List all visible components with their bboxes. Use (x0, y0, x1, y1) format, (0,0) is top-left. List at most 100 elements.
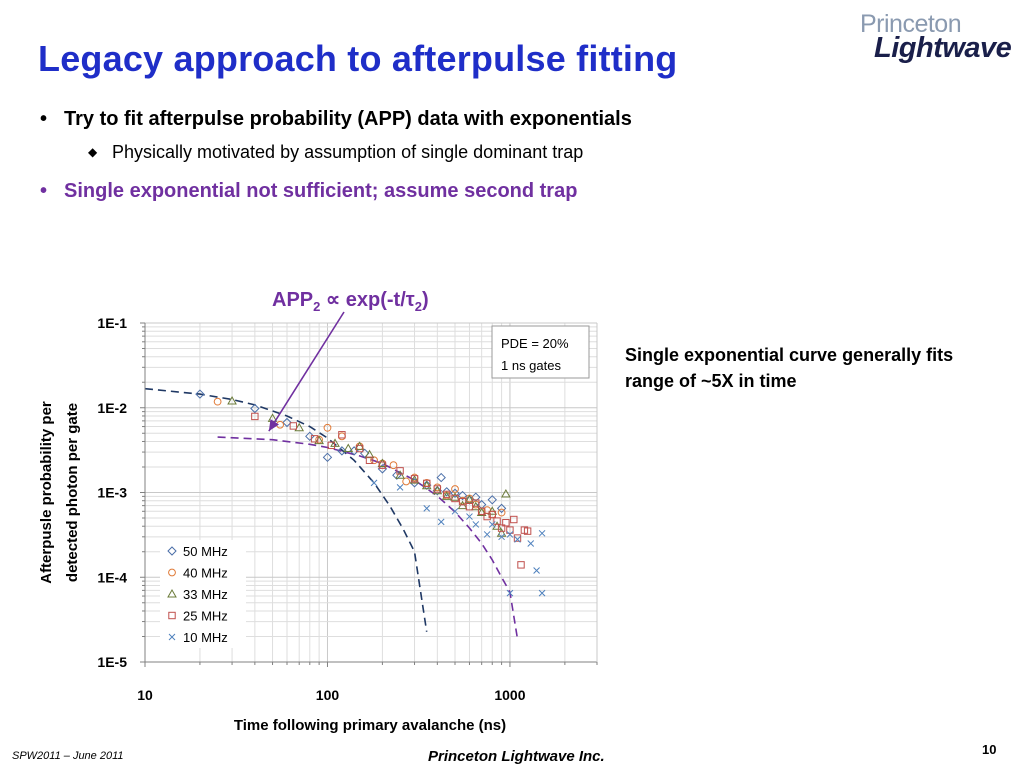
data-point-10-mhz (498, 533, 505, 541)
legend-marker-50-mhz (167, 546, 177, 556)
data-point-25-mhz (251, 412, 259, 421)
annotation-tau-sub: 2 (415, 299, 422, 314)
data-point-10-mhz (506, 589, 514, 597)
bullet-dot-icon: • (40, 180, 48, 202)
legend-label: 25 MHz (183, 609, 228, 624)
info-box: PDE = 20% 1 ns gates (491, 325, 590, 379)
page-number: 10 (982, 742, 997, 757)
data-point-33-mhz (441, 491, 452, 500)
data-point-25-mhz (510, 515, 518, 524)
data-point-25-mhz (493, 517, 501, 525)
data-point-10-mhz (514, 535, 521, 543)
legend-marker-10-mhz (168, 633, 176, 641)
data-point-33-mhz (354, 441, 365, 450)
data-point-10-mhz (370, 479, 378, 487)
data-point-10-mhz (451, 507, 459, 515)
y-tick-label: 1E-4 (97, 569, 127, 585)
footer-company: Princeton Lightwave Inc. (428, 748, 605, 765)
data-point-25-mhz (365, 456, 374, 464)
annotation-arrow-head (268, 419, 279, 432)
data-point-10-mhz (483, 531, 491, 538)
bullet-2-text: Single exponential not sufficient; assum… (64, 180, 578, 202)
data-point-33-mhz (501, 488, 511, 498)
data-point-25-mhz (433, 485, 442, 493)
data-point-33-mhz (227, 396, 237, 405)
data-point-33-mhz (450, 492, 460, 501)
chart-annotation: APP2 ∝ exp(-t/τ2) (268, 289, 429, 432)
slide-title: Legacy approach to afterpulse fitting (38, 38, 678, 79)
data-point-25-mhz (477, 507, 486, 516)
y-tick-label: 1E-1 (97, 315, 127, 331)
info-box-frame (491, 325, 590, 379)
annotation-close: ) (422, 289, 429, 311)
x-axis-label: Time following primary avalanche (ns) (234, 717, 506, 734)
data-point-25-mhz (488, 510, 496, 519)
legend-label: 33 MHz (183, 587, 228, 602)
data-point-25-mhz (289, 422, 298, 430)
bullet-dot-icon: • (40, 108, 48, 130)
annotation-arrow-line (268, 311, 345, 432)
company-logo: Princeton Lightwave (858, 10, 1024, 66)
data-point-25-mhz (338, 431, 346, 439)
legend-label: 10 MHz (183, 630, 228, 645)
data-point-50-mhz (496, 503, 507, 514)
data-point-10-mhz (527, 540, 535, 547)
data-point-33-mhz (492, 521, 502, 530)
sub-bullet-item: ◆ Physically motivated by assumption of s… (88, 142, 583, 163)
data-point-10-mhz (506, 531, 514, 538)
data-point-25-mhz (396, 467, 404, 475)
afterpulse-chart: 1E-1 1E-2 1E-3 1E-4 1E-5 10 100 1000 Time follow… (38, 289, 598, 734)
legend-marker-40-mhz (168, 568, 176, 577)
data-point-50-mhz (441, 487, 452, 497)
sub-bullet-text: Physically motivated by assumption of si… (112, 142, 584, 162)
data-point-50-mhz (322, 452, 333, 463)
data-point-50-mhz (282, 417, 292, 428)
data-point-25-mhz (423, 479, 431, 488)
data-point-25-mhz (355, 444, 364, 453)
data-point-33-mhz (464, 494, 475, 504)
data-point-50-mhz (195, 389, 205, 399)
chart-axes: 1E-1 1E-2 1E-3 1E-4 1E-5 10 100 1000 Time follow… (38, 315, 598, 734)
data-point-50-mhz (436, 472, 446, 483)
legend-label: 40 MHz (183, 566, 228, 581)
diamond-bullet-icon: ◆ (88, 145, 98, 159)
annotation-formula: APP2 ∝ exp(-t/τ2) (272, 289, 429, 314)
data-point-10-mhz (538, 529, 546, 537)
annotation-symbol: ∝ (320, 289, 345, 311)
data-point-50-mhz (487, 495, 497, 505)
data-point-50-mhz (377, 464, 388, 474)
side-note: Single exponential curve generally fits … (625, 345, 954, 391)
data-point-50-mhz (305, 431, 315, 442)
legend-marker-33-mhz (167, 588, 177, 598)
data-point-50-mhz (457, 490, 468, 501)
info-box-line: PDE = 20% (501, 336, 569, 351)
data-point-25-mhz (472, 499, 480, 507)
fit-curves (144, 387, 519, 640)
data-point-33-mhz (343, 443, 354, 453)
legend-marker-25-mhz (168, 611, 176, 620)
data-point-25-mhz (502, 519, 510, 527)
data-point-25-mhz (442, 490, 451, 499)
data-point-25-mhz (410, 475, 419, 483)
data-point-33-mhz (421, 480, 432, 490)
x-tick-label: 10 (137, 687, 153, 703)
data-point-25-mhz (451, 494, 459, 503)
data-point-40-mhz (389, 461, 398, 470)
data-point-25-mhz (483, 512, 491, 521)
x-tick-label: 1000 (494, 687, 525, 703)
data-point-33-mhz (487, 506, 498, 515)
data-point-25-mhz (327, 441, 336, 450)
data-point-25-mhz (378, 461, 387, 469)
data-point-10-mhz (396, 484, 404, 491)
data-point-33-mhz (377, 458, 388, 467)
bullet-item-1: • Try to fit afterpulse probability (APP)… (40, 108, 632, 131)
data-point-40-mhz (370, 456, 378, 465)
data-point-40-mhz (213, 397, 222, 406)
data-point-33-mhz (409, 475, 420, 484)
data-point-10-mhz (488, 521, 496, 528)
data-points (195, 389, 546, 597)
data-point-50-mhz (337, 446, 347, 456)
chart-legend: 50 MHz 40 MHz 33 MHz 25 MHz 10 MHz (160, 540, 246, 648)
y-tick-label: 1E-5 (97, 654, 127, 670)
fit-curve-2 (217, 436, 519, 640)
